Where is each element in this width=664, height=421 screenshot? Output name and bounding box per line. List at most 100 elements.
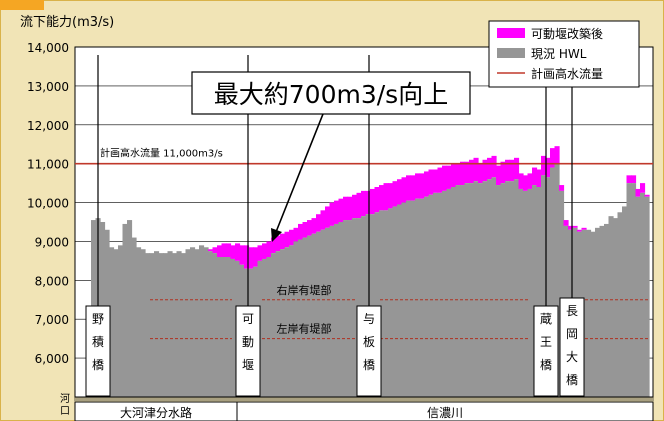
improved-bar bbox=[640, 183, 646, 193]
current-bar bbox=[280, 249, 286, 397]
improved-bar bbox=[626, 175, 632, 184]
improved-bar bbox=[329, 202, 335, 226]
current-bar bbox=[217, 257, 223, 397]
corner-tab bbox=[0, 0, 44, 10]
improved-bar bbox=[257, 245, 263, 261]
current-bar bbox=[230, 258, 236, 397]
improved-bar bbox=[509, 159, 515, 182]
landmark-box bbox=[533, 305, 559, 397]
current-bar bbox=[595, 227, 601, 397]
improved-bar bbox=[226, 243, 232, 257]
improved-bar bbox=[460, 161, 466, 186]
current-bar bbox=[442, 190, 448, 397]
improved-bar bbox=[482, 159, 488, 182]
current-bar bbox=[518, 188, 524, 397]
current-bar bbox=[185, 249, 191, 397]
current-bar bbox=[640, 192, 646, 397]
current-bar bbox=[410, 200, 416, 397]
callout-text: 最大約700m3/s向上 bbox=[214, 80, 448, 109]
improved-bar bbox=[325, 206, 331, 228]
improved-bar bbox=[388, 183, 394, 209]
improved-bar bbox=[572, 225, 578, 228]
landmark-box bbox=[559, 297, 585, 397]
current-bar bbox=[293, 241, 299, 397]
current-bar bbox=[140, 249, 146, 397]
current-bar bbox=[181, 253, 187, 397]
current-bar bbox=[266, 257, 272, 397]
legend-label: 可動堰改築後 bbox=[531, 26, 603, 41]
legend-label: 計画高水流量 bbox=[531, 66, 603, 81]
current-bar bbox=[464, 183, 470, 397]
improved-bar bbox=[563, 220, 569, 226]
current-bar bbox=[613, 218, 619, 397]
improved-bar bbox=[311, 218, 317, 234]
improved-bar bbox=[451, 163, 457, 187]
improved-bar bbox=[316, 214, 322, 232]
current-bar bbox=[343, 220, 349, 397]
callout-box bbox=[191, 71, 471, 115]
improved-bar bbox=[302, 222, 308, 238]
current-bar bbox=[338, 222, 344, 397]
y-tick-label: 13,000 bbox=[27, 80, 69, 94]
section-band bbox=[74, 401, 654, 421]
current-bar bbox=[617, 212, 623, 397]
current-bar bbox=[199, 245, 205, 397]
current-bar bbox=[334, 223, 340, 397]
bank-line-label: 右岸有堤部 bbox=[277, 283, 332, 297]
improved-bar bbox=[217, 245, 223, 257]
current-bar bbox=[118, 245, 124, 397]
y-tick-label: 11,000 bbox=[27, 158, 69, 172]
current-bar bbox=[145, 253, 151, 397]
improved-bar bbox=[293, 227, 299, 242]
bank-line-label: 左岸有堤部 bbox=[277, 322, 332, 336]
improved-bar bbox=[374, 187, 380, 213]
current-bar bbox=[536, 187, 542, 397]
current-bar bbox=[482, 181, 488, 397]
current-bar bbox=[631, 183, 637, 397]
current-bar bbox=[329, 225, 335, 397]
current-bar bbox=[154, 251, 160, 397]
landmark-label: 可動堰 bbox=[242, 312, 254, 372]
current-bar bbox=[163, 253, 169, 397]
improved-bar bbox=[212, 247, 218, 254]
current-bar bbox=[599, 225, 605, 397]
y-axis-title: 流下能力(m3/s) bbox=[20, 15, 114, 30]
current-bar bbox=[509, 181, 515, 397]
improved-bar bbox=[383, 183, 389, 211]
landmark-box bbox=[85, 305, 111, 397]
y-tick-label: 12,000 bbox=[27, 119, 69, 133]
current-bar bbox=[469, 183, 475, 397]
improved-bar bbox=[410, 175, 416, 201]
improved-bar bbox=[514, 157, 520, 180]
current-bar bbox=[473, 181, 479, 397]
improved-bar bbox=[208, 249, 214, 252]
improved-bar bbox=[491, 155, 497, 178]
section-label: 大河津分水路 bbox=[120, 405, 192, 420]
improved-bar bbox=[527, 173, 533, 189]
y-tick-label: 10,000 bbox=[27, 197, 69, 211]
current-bar bbox=[388, 208, 394, 397]
current-bar bbox=[379, 210, 385, 397]
improved-bar bbox=[437, 167, 443, 193]
current-bar bbox=[635, 196, 641, 397]
improved-bar bbox=[545, 157, 551, 178]
improved-bar bbox=[379, 185, 385, 211]
current-bar bbox=[505, 181, 511, 397]
current-bar bbox=[113, 249, 119, 397]
improved-bar bbox=[397, 179, 403, 205]
landmark-box bbox=[235, 305, 261, 397]
current-bar bbox=[190, 247, 196, 397]
current-bar bbox=[491, 177, 497, 397]
improved-bar bbox=[406, 175, 412, 201]
y-tick-label: 6,000 bbox=[35, 352, 69, 366]
current-bar bbox=[221, 257, 227, 397]
improved-bar bbox=[523, 175, 529, 191]
current-bar bbox=[550, 167, 556, 397]
current-bar bbox=[149, 253, 155, 397]
improved-bar bbox=[253, 247, 259, 267]
improved-bar bbox=[392, 181, 398, 207]
improved-bar bbox=[284, 231, 290, 248]
landmark-label: 長岡大橋 bbox=[566, 304, 578, 387]
